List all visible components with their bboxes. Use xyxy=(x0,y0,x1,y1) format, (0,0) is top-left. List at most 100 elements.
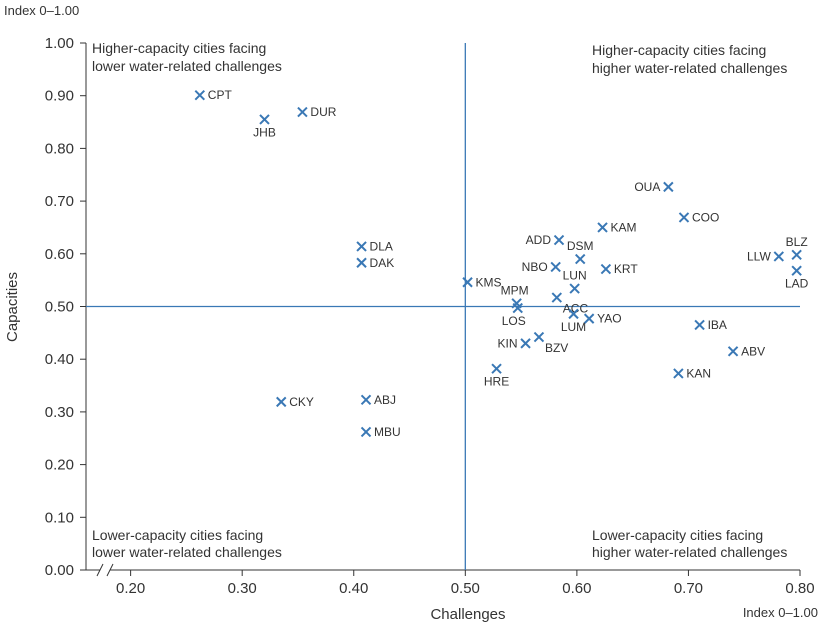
point-marker xyxy=(568,308,579,320)
data-point-cpt: CPT xyxy=(194,88,232,102)
point-label: COO xyxy=(692,210,719,224)
data-point-mbu: MBU xyxy=(360,425,401,439)
point-label: MPM xyxy=(501,283,529,297)
point-label: LOS xyxy=(502,314,526,328)
y-axis-title: Capacities xyxy=(4,272,21,342)
point-marker xyxy=(569,283,580,294)
svg-text:Lower-capacity cities facing: Lower-capacity cities facing xyxy=(592,527,763,543)
y-tick-label: 0.40 xyxy=(45,351,74,368)
y-tick-label: 0.90 xyxy=(45,88,74,105)
point-marker xyxy=(511,298,522,309)
point-label: NBO xyxy=(522,260,548,274)
svg-text:Higher-capacity cities facing: Higher-capacity cities facing xyxy=(92,40,266,56)
data-point-llw: LLW xyxy=(747,249,785,263)
data-point-dur: DUR xyxy=(297,105,337,119)
point-marker xyxy=(673,368,684,379)
point-label: LUM xyxy=(561,320,586,334)
point-label: LUN xyxy=(563,269,587,283)
y-tick-label: 0.50 xyxy=(45,299,74,316)
data-point-hre: HRE xyxy=(484,363,509,389)
point-label: HRE xyxy=(484,375,509,389)
point-marker xyxy=(533,331,545,343)
data-point-blz: BLZ xyxy=(786,235,808,261)
point-marker xyxy=(276,396,287,408)
point-marker xyxy=(553,234,565,246)
y-tick-label: 0.00 xyxy=(45,562,74,579)
point-label: JHB xyxy=(253,125,276,139)
point-label: BLZ xyxy=(786,235,808,249)
data-point-nbo: NBO xyxy=(522,260,561,274)
data-point-dla: DLA xyxy=(356,239,393,253)
point-marker xyxy=(520,338,531,349)
point-marker xyxy=(512,302,523,314)
point-marker xyxy=(356,241,367,252)
axis-break-mark-1 xyxy=(96,563,104,577)
point-marker xyxy=(694,319,705,331)
point-label: KAN xyxy=(686,366,711,380)
point-marker xyxy=(575,253,586,265)
y-tick-label: 0.80 xyxy=(45,140,74,157)
point-label: ADD xyxy=(526,233,552,247)
point-label: MBU xyxy=(374,425,401,439)
y-tick-label: 0.70 xyxy=(45,193,74,210)
quadrant-label-top-right: Higher-capacity cities facing higher wat… xyxy=(592,42,787,76)
x-tick-label: 0.60 xyxy=(562,580,591,597)
reference-lines xyxy=(86,43,800,570)
quadrant-label-top-left: Higher-capacity cities facing lower wate… xyxy=(92,40,282,74)
point-label: DUR xyxy=(310,105,336,119)
point-label: DAK xyxy=(370,256,395,270)
svg-text:higher water-related challenge: higher water-related challenges xyxy=(592,60,787,76)
data-point-iba: IBA xyxy=(694,318,727,332)
point-label: LAD xyxy=(785,277,809,291)
y-tick-label: 0.10 xyxy=(45,509,74,526)
point-label: KRT xyxy=(614,262,638,276)
data-point-abv: ABV xyxy=(727,344,765,358)
point-marker xyxy=(356,257,367,268)
x-tick-label: 0.30 xyxy=(228,580,257,597)
data-point-cky: CKY xyxy=(276,395,314,409)
x-tick-label: 0.50 xyxy=(451,580,480,597)
point-marker xyxy=(551,292,563,303)
point-marker xyxy=(727,346,739,357)
quadrant-label-bottom-right: Lower-capacity cities facing higher wate… xyxy=(592,527,787,560)
point-marker xyxy=(600,263,612,275)
point-label: KAM xyxy=(611,220,637,234)
data-point-bzv: BZV xyxy=(533,331,568,355)
data-point-coo: COO xyxy=(678,210,719,224)
x-tick-label: 0.20 xyxy=(116,580,145,597)
data-point-jhb: JHB xyxy=(253,114,276,139)
x-tick-label: 0.80 xyxy=(785,580,814,597)
svg-text:lower water-related challenges: lower water-related challenges xyxy=(92,544,282,560)
svg-text:Higher-capacity cities facing: Higher-capacity cities facing xyxy=(592,42,766,58)
point-marker xyxy=(678,212,690,223)
svg-text:lower water-related challenges: lower water-related challenges xyxy=(92,58,282,74)
data-point-dsm: DSM xyxy=(567,239,594,265)
point-marker xyxy=(791,265,802,276)
data-point-krt: KRT xyxy=(600,262,638,276)
data-point-kms: KMS xyxy=(462,275,502,289)
data-point-lun: LUN xyxy=(563,269,587,294)
point-marker xyxy=(773,251,785,262)
point-marker xyxy=(663,181,674,193)
y-tick-label: 1.00 xyxy=(45,35,74,52)
point-marker xyxy=(297,106,308,118)
point-label: YAO xyxy=(597,312,621,326)
point-label: ABV xyxy=(741,344,765,358)
point-marker xyxy=(491,363,502,374)
data-point-oua: OUA xyxy=(634,180,674,194)
x-axis-title: Challenges xyxy=(430,606,505,623)
data-point-mpm: MPM xyxy=(501,283,529,309)
point-label: LLW xyxy=(747,249,771,263)
y-unit-label: Index 0–1.00 xyxy=(4,3,79,18)
point-label: BZV xyxy=(545,341,568,355)
data-point-lum: LUM xyxy=(561,308,586,334)
quadrant-label-bottom-left: Lower-capacity cities facing lower water… xyxy=(92,527,282,560)
point-marker xyxy=(462,277,473,288)
data-point-los: LOS xyxy=(502,302,526,328)
point-marker xyxy=(360,394,372,405)
x-unit-label: Index 0–1.00 xyxy=(743,605,818,620)
axis-break-mark-2 xyxy=(106,563,114,577)
data-point-acc: ACC xyxy=(551,292,588,316)
